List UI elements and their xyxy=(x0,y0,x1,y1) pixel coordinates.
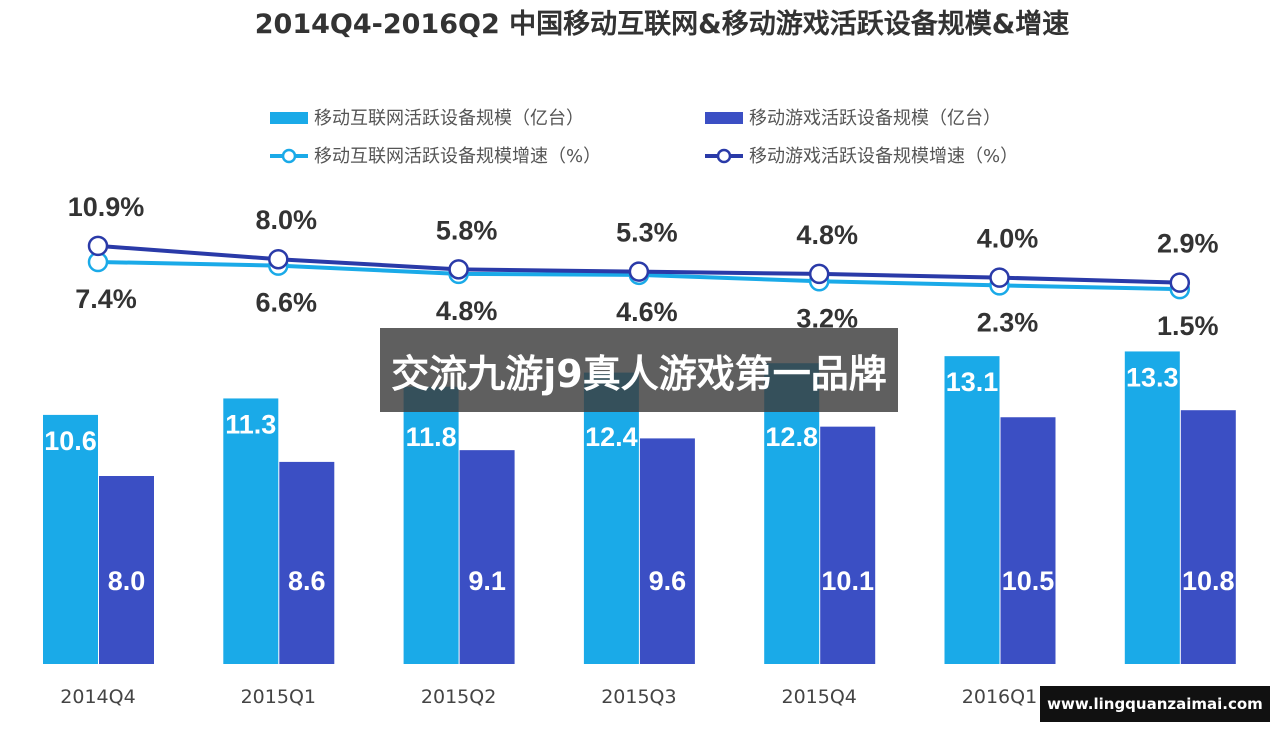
line-label: 4.8% xyxy=(796,220,858,250)
x-tick-label: 2015Q1 xyxy=(241,686,316,708)
bar xyxy=(1124,351,1180,664)
bar xyxy=(99,476,154,664)
line-label: 4.8% xyxy=(436,296,498,326)
line-label: 4.6% xyxy=(616,297,678,327)
line-point xyxy=(808,263,830,285)
bar-label: 12.8 xyxy=(765,422,818,452)
legend-label: 移动游戏活跃设备规模（亿台） xyxy=(749,108,1001,129)
bar-label: 10.6 xyxy=(44,426,97,456)
bar xyxy=(223,398,279,664)
bar-label: 13.1 xyxy=(946,367,999,397)
bar xyxy=(639,438,695,664)
legend-marker xyxy=(281,148,297,164)
legend-swatch xyxy=(270,112,308,124)
bar-label: 10.8 xyxy=(1182,566,1235,596)
bar-label: 8.0 xyxy=(108,566,146,596)
bar xyxy=(820,426,876,664)
bar-label: 10.5 xyxy=(1002,566,1055,596)
bar-label: 10.1 xyxy=(821,566,874,596)
legend-label: 移动游戏活跃设备规模增速（%） xyxy=(749,146,1018,167)
line-label: 2.3% xyxy=(977,307,1039,337)
overlay-banner: 交流九游j9真人游戏第一品牌 xyxy=(380,328,898,412)
bar-label: 11.3 xyxy=(225,409,276,439)
x-tick-label: 2015Q3 xyxy=(601,686,676,708)
line-label: 4.0% xyxy=(977,224,1039,254)
legend-marker xyxy=(716,148,732,164)
line-label: 5.3% xyxy=(616,218,678,248)
bar-label: 11.8 xyxy=(406,422,457,452)
chart-title: 2014Q4-2016Q2 中国移动互联网&移动游戏活跃设备规模&增速 xyxy=(255,8,1069,40)
line-label: 8.0% xyxy=(256,205,318,235)
line-point xyxy=(1169,272,1191,293)
bar xyxy=(764,363,820,664)
line-point xyxy=(989,267,1010,288)
line-point xyxy=(448,259,469,280)
line-label: 7.4% xyxy=(75,284,137,314)
bar xyxy=(43,414,98,664)
line-point xyxy=(628,261,650,282)
bar xyxy=(583,372,639,664)
legend-label: 移动互联网活跃设备规模增速（%） xyxy=(314,146,601,167)
line-label: 5.8% xyxy=(436,215,498,245)
line-point xyxy=(268,248,289,270)
legend-label: 移动互联网活跃设备规模（亿台） xyxy=(314,108,584,129)
x-tick-label: 2014Q4 xyxy=(60,686,135,708)
x-tick-label: 2015Q4 xyxy=(781,686,856,708)
bar-label: 12.4 xyxy=(585,422,638,452)
line-label: 6.6% xyxy=(256,288,318,318)
bar-label: 9.1 xyxy=(468,566,506,596)
bar xyxy=(1000,417,1056,664)
x-tick-label: 2015Q2 xyxy=(421,686,496,708)
bar-label: 9.6 xyxy=(649,566,687,596)
bar xyxy=(944,356,1000,664)
line-label: 2.9% xyxy=(1157,229,1219,259)
line-point xyxy=(87,235,109,257)
line-label: 1.5% xyxy=(1157,311,1219,341)
x-tick-label: 2016Q1 xyxy=(962,686,1037,708)
bar xyxy=(459,450,515,664)
bar-label: 8.6 xyxy=(288,566,326,596)
line-label: 10.9% xyxy=(68,192,145,222)
bar xyxy=(279,461,335,664)
bar-label: 13.3 xyxy=(1126,362,1179,392)
watermark: www.lingquanzaimai.com xyxy=(1040,686,1270,722)
bar xyxy=(403,386,459,664)
legend-swatch xyxy=(705,112,743,124)
bar xyxy=(1180,410,1236,664)
legend: 移动互联网活跃设备规模（亿台） 移动游戏活跃设备规模（亿台） 移动互联网活跃设备规模… xyxy=(270,108,1018,167)
